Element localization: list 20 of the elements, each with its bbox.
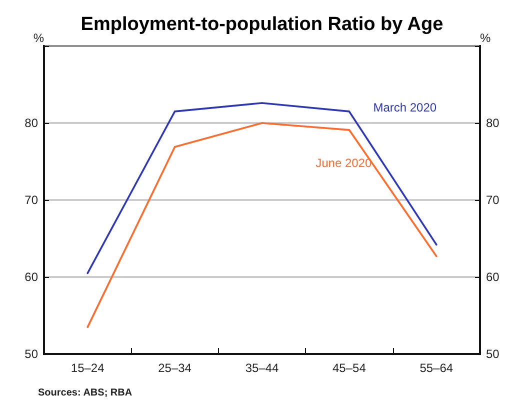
x-tick-label: 15–24 [70, 361, 105, 375]
y2-tick-label: 70 [486, 193, 500, 207]
source-note: Sources: ABS; RBA [38, 388, 132, 398]
y-tick-label: 80 [24, 116, 38, 130]
line-series [86, 122, 438, 328]
x-tick-label: 25–34 [158, 361, 192, 375]
series-label: March 2020 [373, 100, 437, 114]
y-tick-label: 70 [24, 193, 38, 207]
y2-tick-label: 80 [486, 116, 500, 130]
y-tick-label: 50 [24, 347, 38, 361]
y2-tick-label: 50 [486, 347, 500, 361]
y2-axis-title: % [480, 31, 491, 45]
y-axis-title: % [33, 31, 44, 45]
chart-title: Employment-to-population Ratio by Age [80, 14, 444, 35]
x-tick-label: 55–64 [420, 361, 454, 375]
x-tick-label: 45–54 [332, 361, 366, 375]
x-tick-label: 35–44 [245, 361, 280, 375]
line-series [86, 102, 438, 274]
y-tick-label: 60 [24, 270, 38, 284]
y2-tick-label: 60 [486, 270, 500, 284]
